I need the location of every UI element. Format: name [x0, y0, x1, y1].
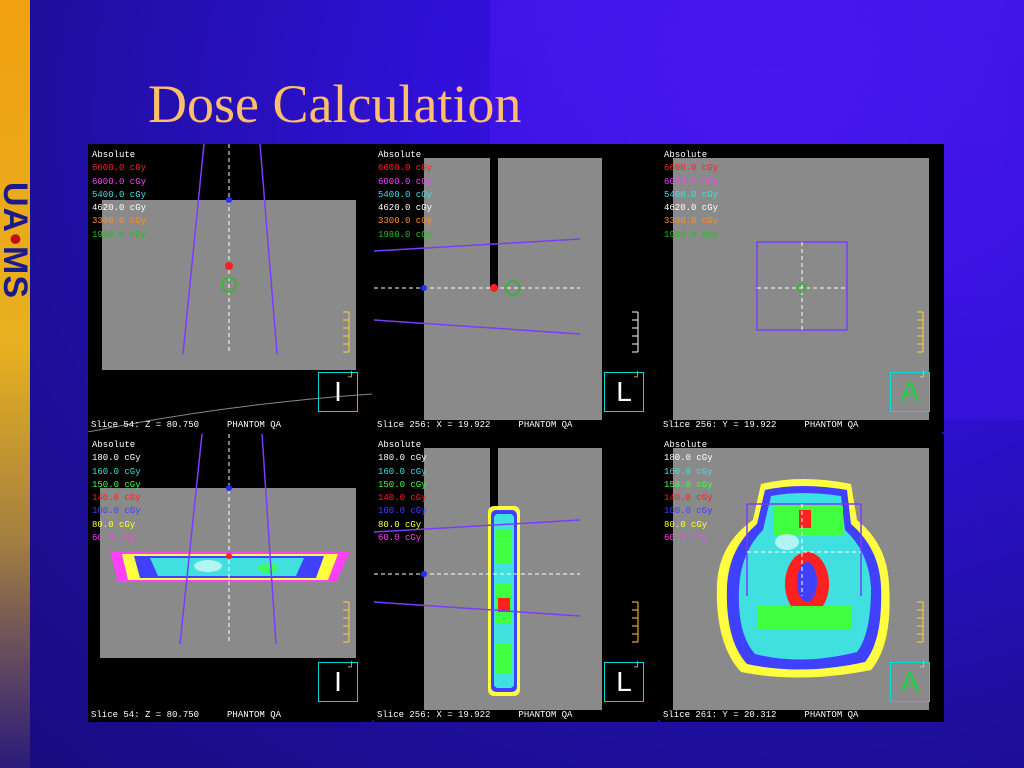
dose-legend: Absolute 6600.0 cGy 6000.0 cGy 5400.0 cG…: [92, 149, 146, 242]
legend-item: 80.0 cGy: [92, 519, 136, 530]
legend-item: 150.0 cGy: [92, 479, 141, 490]
legend-item: 3300.0 cGy: [92, 216, 147, 227]
sagittal-view-bottom-image: [374, 448, 639, 710]
legend-item: 6600.0 cGy: [664, 163, 719, 174]
axial-view-top-image: [88, 144, 372, 432]
axial-view-bottom[interactable]: Absolute 180.0 cGy 160.0 cGy 150.0 cGy 1…: [88, 434, 372, 722]
left-view-icon[interactable]: L ┘: [604, 662, 644, 702]
coronal-view-top-image: [673, 158, 929, 420]
legend-item: 140.0 cGy: [664, 493, 713, 504]
slice-info: Slice 256: Y = 19.922 PHANTOM QA: [663, 420, 859, 430]
coronal-view-top[interactable]: Absolute 6600.0 cGy 6000.0 cGy 5400.0 cG…: [660, 144, 944, 432]
legend-item: 1980.0 cGy: [378, 229, 433, 240]
legend-item: 5400.0 cGy: [664, 189, 719, 200]
legend-item: 4620.0 cGy: [92, 203, 147, 214]
slice-info: Slice 256: X = 19.922 PHANTOM QA: [377, 710, 573, 720]
legend-item: 3300.0 cGy: [664, 216, 719, 227]
legend-item: 1980.0 cGy: [664, 229, 719, 240]
legend-item: 80.0 cGy: [664, 519, 708, 530]
legend-item: 160.0 cGy: [664, 466, 713, 477]
legend-item: Absolute: [92, 440, 136, 450]
inferior-view-icon[interactable]: I ┘: [318, 372, 358, 412]
legend-item: 3300.0 cGy: [378, 216, 433, 227]
legend-item: 180.0 cGy: [378, 453, 427, 464]
dose-legend: Absolute 180.0 cGy 160.0 cGy 150.0 cGy 1…: [664, 439, 713, 545]
legend-item: 150.0 cGy: [664, 479, 713, 490]
legend-item: 6000.0 cGy: [92, 176, 147, 187]
legend-item: 100.0 cGy: [92, 506, 141, 517]
legend-item: 60.0 cGy: [92, 533, 136, 544]
accent-bar: [0, 0, 30, 768]
legend-item: 180.0 cGy: [664, 453, 713, 464]
slice-info: Slice 261: Y = 20.312 PHANTOM QA: [663, 710, 859, 720]
legend-item: Absolute: [378, 150, 422, 160]
legend-item: 5400.0 cGy: [378, 189, 433, 200]
coronal-view-bottom[interactable]: Absolute 180.0 cGy 160.0 cGy 150.0 cGy 1…: [660, 434, 944, 722]
legend-item: 5400.0 cGy: [92, 189, 147, 200]
anterior-view-icon[interactable]: A ┘: [890, 662, 930, 702]
dose-legend: Absolute 6600.0 cGy 6000.0 cGy 5400.0 cG…: [378, 149, 432, 242]
legend-item: Absolute: [664, 440, 708, 450]
legend-item: 4620.0 cGy: [664, 203, 719, 214]
axial-view-top[interactable]: Absolute 6600.0 cGy 6000.0 cGy 5400.0 cG…: [88, 144, 372, 432]
legend-item: Absolute: [378, 440, 422, 450]
slice-info: Slice 256: X = 19.922 PHANTOM QA: [377, 420, 573, 430]
dose-view-grid: Absolute 6600.0 cGy 6000.0 cGy 5400.0 cG…: [88, 144, 944, 722]
legend-item: 4620.0 cGy: [378, 203, 433, 214]
legend-item: 60.0 cGy: [378, 533, 422, 544]
sagittal-view-bottom[interactable]: Absolute 180.0 cGy 160.0 cGy 150.0 cGy 1…: [374, 434, 658, 722]
anterior-view-icon[interactable]: A ┘: [890, 372, 930, 412]
left-view-icon[interactable]: L ┘: [604, 372, 644, 412]
coronal-view-bottom-image: [673, 448, 929, 710]
dose-legend: Absolute 180.0 cGy 160.0 cGy 150.0 cGy 1…: [378, 439, 427, 545]
legend-item: 140.0 cGy: [92, 493, 141, 504]
axial-view-bottom-image: [100, 434, 356, 658]
inferior-view-icon[interactable]: I ┘: [318, 662, 358, 702]
uams-logo: UA•MS: [0, 182, 34, 300]
legend-item: 60.0 cGy: [664, 533, 708, 544]
legend-item: 150.0 cGy: [378, 479, 427, 490]
legend-item: 6600.0 cGy: [378, 163, 433, 174]
slice-info: Slice 54: Z = 80.750 PHANTOM QA: [91, 420, 282, 430]
legend-item: 6000.0 cGy: [378, 176, 433, 187]
legend-item: Absolute: [92, 150, 136, 160]
legend-item: 100.0 cGy: [378, 506, 427, 517]
legend-item: 140.0 cGy: [378, 493, 427, 504]
legend-item: 1980.0 cGy: [92, 229, 147, 240]
slide-title: Dose Calculation: [148, 74, 522, 134]
legend-item: 80.0 cGy: [378, 519, 422, 530]
legend-item: 180.0 cGy: [92, 453, 141, 464]
legend-item: 160.0 cGy: [92, 466, 141, 477]
sagittal-view-top-image: [374, 158, 639, 420]
dose-legend: Absolute 6600.0 cGy 6000.0 cGy 5400.0 cG…: [664, 149, 718, 242]
legend-item: 6600.0 cGy: [92, 163, 147, 174]
legend-item: 100.0 cGy: [664, 506, 713, 517]
slice-info: Slice 54: Z = 80.750 PHANTOM QA: [91, 710, 282, 720]
legend-item: 6000.0 cGy: [664, 176, 719, 187]
legend-item: 160.0 cGy: [378, 466, 427, 477]
sagittal-view-top[interactable]: Absolute 6600.0 cGy 6000.0 cGy 5400.0 cG…: [374, 144, 658, 432]
legend-item: Absolute: [664, 150, 708, 160]
dose-legend: Absolute 180.0 cGy 160.0 cGy 150.0 cGy 1…: [92, 439, 141, 545]
